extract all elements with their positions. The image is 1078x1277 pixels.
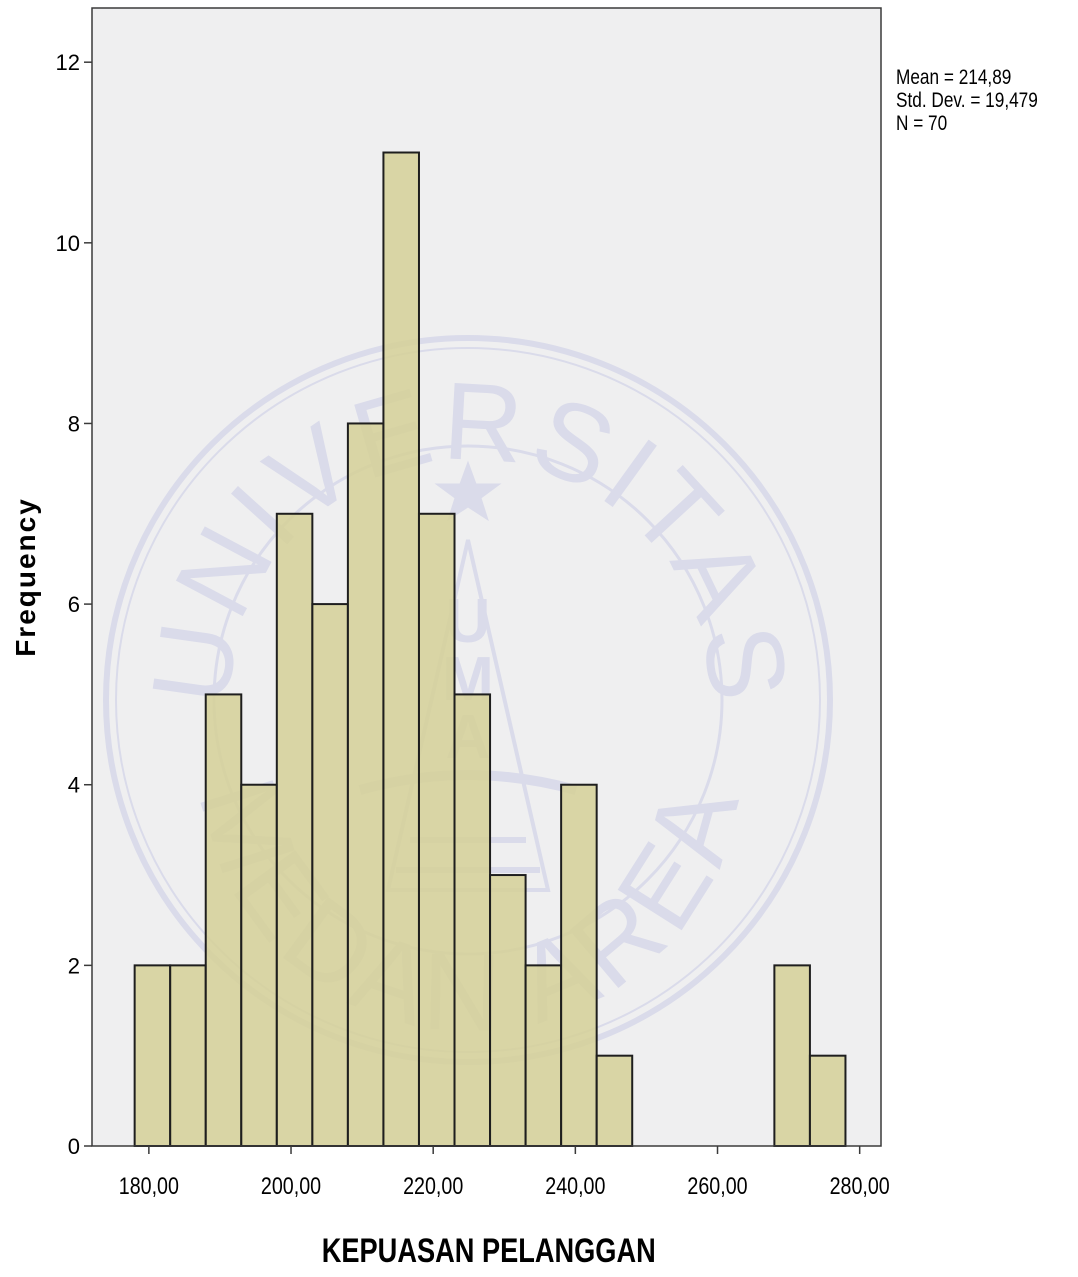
x-tick-label: 220,00	[403, 1172, 463, 1199]
histogram-bar	[489, 874, 527, 1147]
x-tick-label: 260,00	[687, 1172, 747, 1199]
histogram-bar	[275, 512, 314, 1147]
histogram-bar	[133, 964, 172, 1147]
histogram-bar	[453, 693, 492, 1148]
seal-star-icon	[434, 460, 502, 522]
x-tick-label: 200,00	[261, 1172, 321, 1199]
x-axis: 180,00 200,00 220,00 240,00 260,00 280,00	[119, 1146, 890, 1199]
histogram-bar	[204, 693, 243, 1148]
y-tick-label: 0	[68, 1134, 80, 1159]
x-axis-title: KEPUASAN PELANGGAN	[0, 1232, 978, 1271]
x-tick-label: 180,00	[119, 1172, 179, 1199]
histogram-bars	[133, 151, 847, 1148]
histogram-bar	[346, 422, 385, 1147]
y-axis: 0 2 4 6 8 10 12	[56, 50, 92, 1159]
histogram-bar	[417, 512, 456, 1147]
y-tick-label: 8	[68, 411, 80, 436]
histogram-bar	[773, 964, 811, 1147]
statistics-legend: Mean = 214,89 Std. Dev. = 19,479 N = 70	[896, 66, 1038, 135]
y-tick-label: 10	[56, 231, 80, 256]
y-tick-label: 2	[68, 953, 80, 978]
x-tick-label: 240,00	[545, 1172, 605, 1199]
x-tick-label: 280,00	[830, 1172, 890, 1199]
histogram-bar	[240, 783, 278, 1147]
y-axis-title-text: Frequency	[10, 497, 41, 657]
histogram-bar	[382, 151, 420, 1147]
plot-frame	[91, 7, 882, 1147]
x-axis-title-text: KEPUASAN PELANGGAN	[321, 1232, 656, 1270]
histogram-bar	[560, 783, 598, 1147]
stat-n: N = 70	[896, 112, 948, 135]
y-tick-label: 4	[68, 773, 80, 798]
stat-std-dev: Std. Dev. = 19,479	[896, 89, 1038, 112]
histogram-bar	[524, 964, 563, 1147]
y-tick-label: 6	[68, 592, 80, 617]
histogram-bar	[311, 603, 349, 1147]
stat-mean: Mean = 214,89	[896, 66, 1012, 89]
histogram-bar	[808, 1054, 847, 1147]
y-tick-label: 12	[56, 50, 80, 75]
histogram-bar	[595, 1054, 634, 1147]
histogram-bar	[169, 964, 207, 1147]
